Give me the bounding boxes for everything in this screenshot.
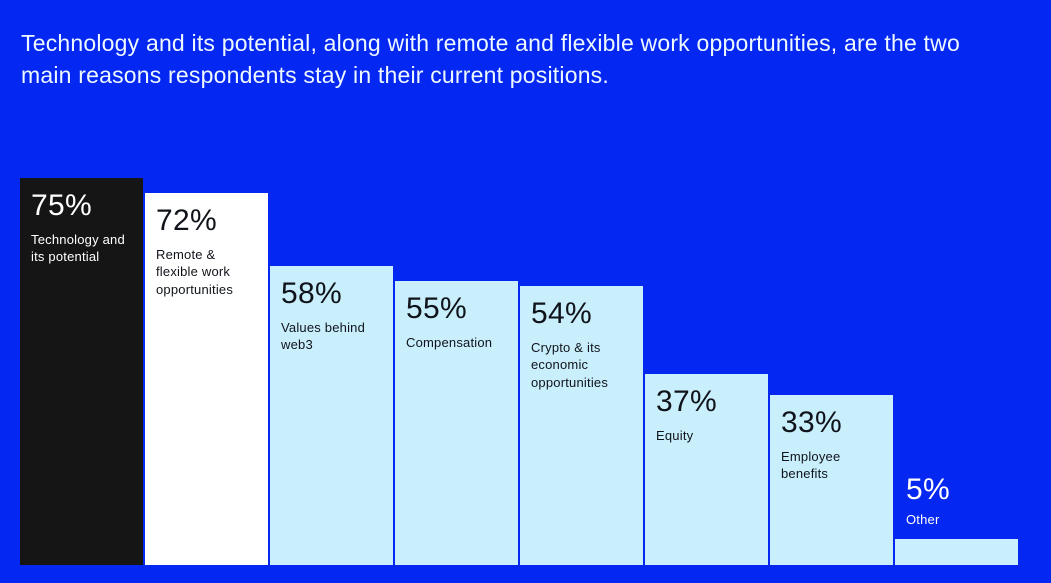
bar-slot: 5% Other	[895, 474, 1018, 565]
bar-slot: 55% Compensation	[395, 281, 518, 565]
bar-label: Equity	[656, 427, 694, 443]
bar-value: 58%	[281, 277, 342, 310]
bar: 37% Equity	[645, 374, 768, 565]
bar: 54% Crypto & its economic opportunities	[520, 286, 643, 565]
bar-value: 54%	[531, 297, 592, 330]
page-title: Technology and its potential, along with…	[21, 30, 960, 88]
bar-label: Values behind web3	[281, 319, 366, 353]
bar-value: 72%	[156, 204, 217, 237]
bar-value: 5%	[906, 472, 950, 506]
bar-slot: 75% Technology and its potential	[20, 178, 143, 565]
bar: 75% Technology and its potential	[20, 178, 143, 565]
bar-slot: 37% Equity	[645, 374, 768, 565]
bar-slot: 58% Values behind web3	[270, 266, 393, 565]
bar-chart: 75% Technology and its potential 72% Remote…	[20, 173, 1018, 565]
bar-slot: 72% Remote & flexible work opportunities	[145, 193, 268, 565]
bar: 72% Remote & flexible work opportunities	[145, 193, 268, 565]
bar-value: 37%	[656, 385, 717, 418]
bar-label: Employee benefits	[781, 448, 841, 482]
bar-outside-labels: 5% Other	[895, 474, 1018, 539]
bar-label: Technology and its potential	[31, 231, 125, 265]
bar-label: Crypto & its economic opportunities	[531, 339, 609, 391]
bar-slot: 33% Employee benefits	[770, 395, 893, 565]
bar-value: 55%	[406, 292, 467, 325]
bar-slot: 54% Crypto & its economic opportunities	[520, 286, 643, 565]
bar-label: Other	[906, 512, 940, 528]
bar-value: 33%	[781, 406, 842, 439]
bar-value: 75%	[31, 189, 92, 222]
bar	[895, 539, 1018, 565]
bar: 33% Employee benefits	[770, 395, 893, 565]
bar-label: Compensation	[406, 334, 493, 350]
bar: 58% Values behind web3	[270, 266, 393, 565]
bar: 55% Compensation	[395, 281, 518, 565]
bar-label: Remote & flexible work opportunities	[156, 246, 234, 298]
